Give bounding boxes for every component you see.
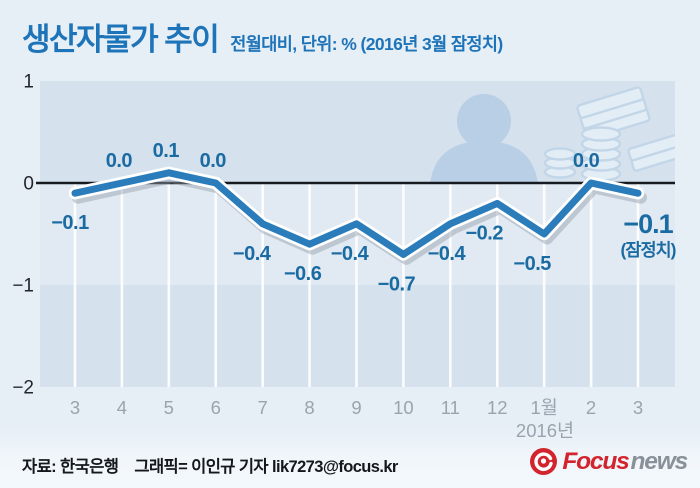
focus-news-logo: Focus news [529,447,689,476]
value-label-0: −0.1 [51,212,89,234]
value-label-10: −0.5 [513,253,551,275]
value-label-3: 0.0 [200,150,227,172]
person-silhouette-icon [430,94,538,183]
footer: 자료: 한국은행 그래픽= 이인규 기자 lik7273@focus.kr Fo… [0,442,700,488]
x-tick-9: 12 [487,397,508,418]
logo-text-news: news [630,447,689,475]
value-label-11: 0.0 [573,150,600,172]
chart-watermark [430,86,675,183]
x-axis-year-label: 2016년 [516,420,574,441]
x-tick-6: 9 [351,397,361,418]
y-tick-−1: −1 [12,276,34,297]
footer-credits: 자료: 한국은행 그래픽= 이인규 기자 lik7273@focus.kr [22,453,398,477]
value-label-8: −0.4 [428,243,467,265]
logo-text-focus: Focus [562,447,629,475]
page-title: 생산자물가 추이 [22,22,220,57]
page-subtitle: 전월대비, 단위: % (2016년 3월 잠정치) [230,34,503,54]
y-tick-1: 1 [23,72,34,93]
x-tick-8: 11 [441,397,460,418]
y-tick-0: 0 [23,174,34,195]
focus-logo-mark-icon [530,448,558,475]
credit-text: 그래픽= 이인규 기자 lik7273@focus.kr [134,458,398,476]
chart-content: −0.10.0 0.1 0.0−0.4−0.6−0.4−0.7−0.4−0.2−0.… [12,72,676,442]
value-label-final: −0.1 [623,209,673,239]
value-label-7: −0.7 [378,273,416,295]
x-tick-3: 6 [211,397,221,418]
x-tick-12: 3 [633,397,643,418]
y-tick-−2: −2 [12,378,34,399]
x-tick-11: 2 [586,397,596,418]
value-label-2: 0.1 [153,140,180,162]
value-label-final-note: (잠정치) [621,240,676,260]
x-tick-10: 1월 [531,397,558,418]
data-line [71,169,642,258]
value-label-5: −0.6 [284,263,322,285]
x-tick-1: 4 [117,397,127,418]
x-tick-7: 10 [393,397,414,418]
x-tick-5: 8 [304,397,314,418]
value-label-6: −0.4 [331,243,370,265]
value-label-1: 0.0 [106,150,133,172]
source-text: 자료: 한국은행 [22,458,119,476]
x-tick-0: 3 [70,397,80,418]
x-tick-4: 7 [258,397,268,418]
value-label-9: −0.2 [466,222,504,244]
header: 생산자물가 추이 전월대비, 단위: % (2016년 3월 잠정치) [22,14,503,59]
coin-stack-icon [543,126,622,182]
x-tick-2: 5 [164,397,174,418]
value-label-4: −0.4 [233,243,272,265]
